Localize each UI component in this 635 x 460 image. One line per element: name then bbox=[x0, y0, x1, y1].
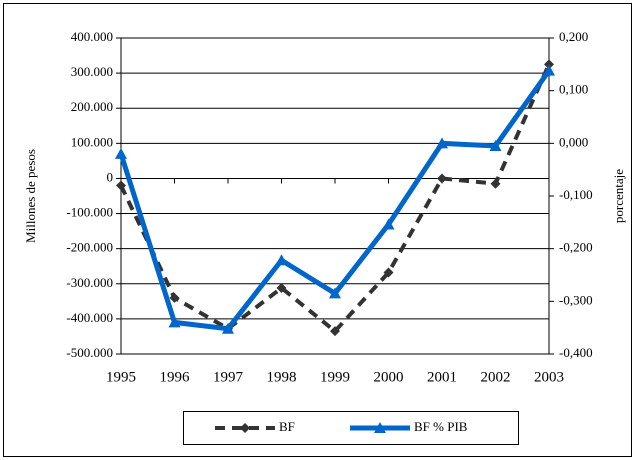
y2-tick-label: 0,200 bbox=[559, 29, 588, 44]
y-tick-label: 200.000 bbox=[71, 99, 113, 114]
marker bbox=[275, 254, 288, 266]
marker bbox=[329, 287, 341, 299]
x-tick-label: 2003 bbox=[534, 369, 564, 385]
y2-tick-label: -0,100 bbox=[559, 187, 593, 202]
marker bbox=[169, 292, 180, 303]
marker bbox=[276, 282, 287, 293]
y2-tick-label: -0,300 bbox=[559, 292, 593, 307]
marker bbox=[116, 180, 126, 191]
x-tick-label: 2000 bbox=[374, 369, 404, 385]
y-tick-label: -300.000 bbox=[66, 275, 113, 290]
y2-tick-label: 0,100 bbox=[559, 82, 588, 97]
marker bbox=[330, 326, 340, 337]
x-tick-label: 1996 bbox=[160, 369, 191, 385]
x-tick-label: 2001 bbox=[427, 369, 457, 385]
y-tick-label: -400.000 bbox=[66, 310, 113, 325]
y-tick-label: 400.000 bbox=[71, 29, 113, 44]
series-line bbox=[119, 63, 551, 334]
marker bbox=[240, 423, 250, 433]
y2-axis-label: porcentaje bbox=[611, 169, 626, 223]
marker bbox=[222, 322, 234, 334]
y-tick-label: -200.000 bbox=[66, 240, 113, 255]
y2-tick-label: -0,400 bbox=[559, 345, 593, 360]
chart-frame bbox=[3, 3, 632, 457]
x-tick-label: 1999 bbox=[320, 369, 350, 385]
y-tick-label: 0 bbox=[107, 169, 114, 184]
marker bbox=[168, 316, 181, 328]
y-tick-label: 300.000 bbox=[71, 64, 113, 79]
y-tick-label: -100.000 bbox=[66, 205, 113, 220]
marker bbox=[544, 59, 554, 70]
y-tick-label: 100.000 bbox=[71, 134, 113, 149]
x-tick-label: 1998 bbox=[267, 369, 297, 385]
legend-label: BF bbox=[279, 419, 295, 434]
y2-tick-label: 0,000 bbox=[559, 134, 588, 149]
marker bbox=[374, 422, 386, 433]
y-axis-label: Millones de pesos bbox=[23, 149, 38, 243]
marker bbox=[436, 137, 448, 149]
marker bbox=[115, 147, 127, 159]
marker bbox=[489, 139, 502, 151]
marker bbox=[382, 218, 395, 230]
x-tick-label: 2002 bbox=[481, 369, 511, 385]
x-tick-label: 1997 bbox=[213, 369, 244, 385]
marker bbox=[543, 64, 555, 76]
marker bbox=[437, 173, 447, 184]
x-tick-label: 1995 bbox=[106, 369, 136, 385]
marker bbox=[383, 267, 394, 278]
legend-label: BF % PIB bbox=[414, 419, 468, 434]
y-tick-label: -500.000 bbox=[66, 345, 113, 360]
marker bbox=[490, 178, 501, 189]
y2-tick-label: -0,200 bbox=[559, 240, 593, 255]
